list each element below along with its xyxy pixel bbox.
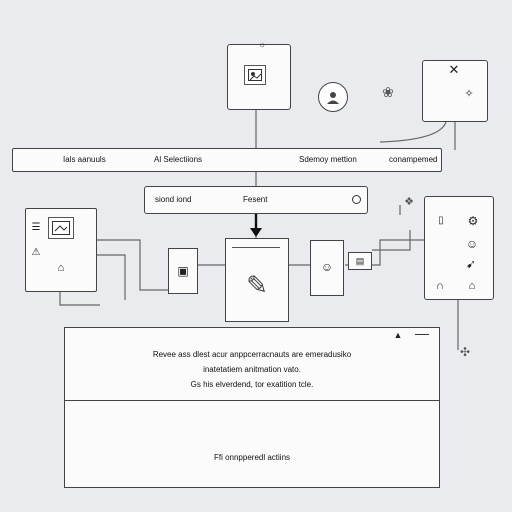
arrow-icon: ➹ [465,257,477,271]
search-bar[interactable]: siond iond Fesent [144,186,368,214]
message-panel: ▲ Revee ass dlest acur anppcerracnauts a… [64,327,440,401]
document-header [232,247,280,248]
footer-text: Ffi onnpperedl actiins [213,453,291,462]
right-panel[interactable]: ▯ ⚙ ☺ ➹ ∩ ⌂ [424,196,494,300]
left-panel[interactable]: ☰ ⚠ ⌂ [25,208,97,292]
search-right-label: Fesent [243,195,268,204]
home-icon: ⌂ [468,280,476,292]
decorative-sketch-icon: ❀ [382,83,394,100]
decorative-sketch-icon: ✧ [464,87,474,100]
message-line-2: inatetatiem anitmation vato. [203,365,301,374]
image-icon: ▤ [355,255,365,266]
toolbar: Ials aanuuls Al Selectiions Sdemoy metti… [12,148,442,172]
illustration-icon: ✎ [246,269,268,300]
card-tiny[interactable]: ▤ [348,252,372,270]
headphones-icon: ∩ [436,280,444,292]
decorative-sketch-icon: ☼ [258,39,266,49]
avatar-icon: ☺ [320,260,334,274]
footer-panel: Ffi onnpperedl actiins [64,400,440,488]
toolbar-item-2[interactable]: Al Selectiions [154,155,203,164]
settings-icon: ⚙ [467,214,479,228]
message-line-3: Gs his elverdend, tor exatition tcle. [190,380,314,389]
image-icon [48,217,74,239]
arrow-down-icon [249,214,263,238]
message-line-1: Revee ass dlest acur anppcerracnauts are… [152,350,352,359]
decorative-sketch-icon: ❖ [404,195,414,208]
image-icon: ▣ [177,264,189,278]
close-icon[interactable]: ✕ [448,62,460,77]
home-icon: ⌂ [57,262,65,274]
search-input[interactable]: siond iond [155,195,192,204]
search-icon[interactable] [352,195,361,204]
card-small-left[interactable]: ▣ [168,248,198,294]
avatar-icon: ☺ [465,237,479,251]
phone-icon: ▯ [438,214,444,226]
corner-dash [415,334,429,335]
warning-icon: ⚠ [31,246,41,258]
toolbar-item-1[interactable]: Ials aanuuls [63,155,106,164]
toolbar-item-4[interactable]: conampemed [389,155,438,164]
card-small-right[interactable]: ☺ [310,240,344,296]
toolbar-item-3[interactable]: Sdemoy mettion [299,155,357,164]
top-window[interactable]: ☼ [227,40,291,110]
decorative-sketch-icon: ✣ [459,345,471,359]
list-icon: ☰ [31,221,41,233]
center-document[interactable]: ✎ [225,238,289,322]
avatar-icon[interactable] [318,82,348,112]
image-icon [244,65,266,85]
warning-icon: ▲ [393,330,403,340]
top-right-window[interactable]: ✕ ✧ [422,60,488,122]
